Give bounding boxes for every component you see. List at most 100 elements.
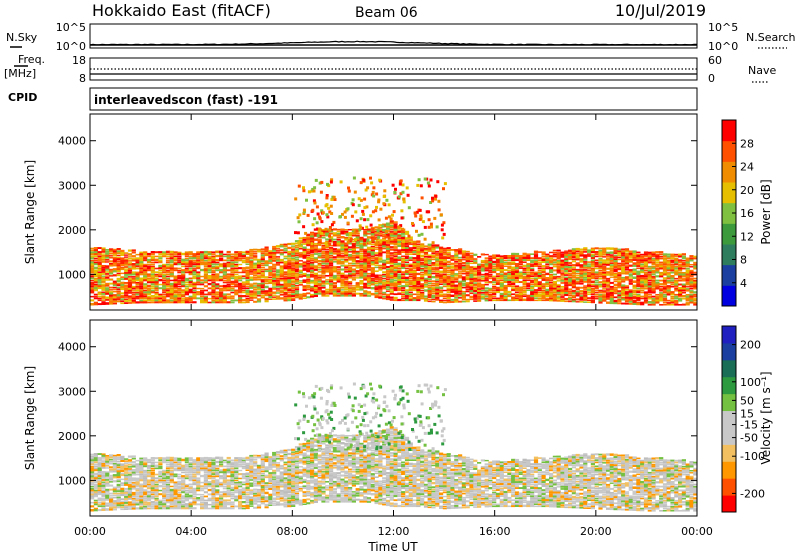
power-cell (446, 251, 451, 253)
power-cell (583, 271, 588, 273)
power-cell (347, 189, 351, 193)
power-cell (450, 281, 455, 283)
y-tick-label: 1000 (58, 268, 86, 281)
power-cell (435, 298, 440, 301)
power-cell (97, 268, 102, 272)
velocity-cell (131, 482, 136, 484)
velocity-cell (192, 482, 197, 486)
power-cell (426, 181, 430, 185)
power-cell (408, 259, 413, 261)
power-cell (651, 253, 656, 256)
velocity-cell (177, 458, 182, 462)
power-cell (332, 290, 337, 293)
power-cell (583, 258, 588, 261)
power-cell (606, 255, 611, 258)
power-cell (427, 293, 432, 297)
power-cell (139, 261, 144, 264)
velocity-cell (93, 503, 98, 506)
power-cell (325, 240, 330, 243)
velocity-cell (150, 483, 155, 486)
power-cell (105, 273, 110, 275)
power-cell (621, 294, 626, 297)
velocity-cell (101, 464, 106, 467)
power-cell (207, 275, 212, 278)
power-cell (230, 262, 235, 266)
power-cell (643, 259, 649, 262)
power-cell (294, 280, 300, 283)
power-cell (306, 296, 311, 299)
velocity-cell (146, 461, 152, 464)
power-cell (643, 275, 649, 278)
velocity-cell (203, 504, 208, 508)
power-cell (613, 272, 618, 275)
power-cell (530, 257, 535, 259)
power-cell (363, 250, 368, 253)
power-cell (336, 274, 341, 277)
power-cell (294, 268, 300, 271)
power-cell (431, 280, 436, 283)
power-cell (507, 280, 512, 284)
velocity-cell (90, 473, 95, 476)
power-cell (408, 285, 413, 288)
colorbar-segment (722, 223, 736, 245)
power-cell (374, 277, 379, 281)
velocity-cell (173, 499, 178, 502)
power-cell (192, 263, 197, 266)
power-cell (427, 289, 432, 293)
power-cell (621, 269, 626, 273)
power-cell (404, 246, 410, 249)
power-cell (397, 285, 402, 287)
power-cell (594, 253, 599, 256)
power-cell (169, 287, 174, 290)
power-cell (431, 199, 435, 203)
power-cell (356, 241, 360, 245)
power-cell (571, 289, 576, 293)
power-cell (382, 275, 387, 278)
power-cell (560, 296, 565, 298)
power-cell (344, 260, 349, 263)
power-cell (264, 254, 269, 257)
power-cell (533, 256, 539, 259)
power-cell (382, 261, 387, 264)
power-cell (655, 265, 660, 268)
velocity-cell (97, 498, 102, 502)
power-cell (131, 293, 136, 296)
power-cell (518, 272, 523, 275)
power-cell (370, 255, 375, 258)
power-cell (533, 259, 539, 261)
power-cell (188, 291, 193, 294)
power-cell (336, 238, 341, 241)
power-cell (636, 272, 641, 276)
power-cell (219, 275, 224, 278)
power-cell (306, 263, 311, 267)
power-cell (549, 263, 554, 266)
power-cell (249, 273, 254, 275)
power-cell (336, 241, 341, 245)
power-cell (366, 284, 372, 287)
power-cell (556, 284, 561, 286)
power-cell (617, 265, 622, 269)
power-cell (291, 287, 296, 289)
power-cell (131, 251, 136, 254)
power-cell (325, 279, 330, 281)
power-cell (120, 263, 125, 266)
power-cell (492, 260, 497, 264)
power-cell (480, 264, 485, 266)
power-cell (378, 260, 383, 263)
power-cell (245, 276, 250, 279)
power-cell (127, 295, 133, 298)
power-cell (184, 259, 189, 262)
velocity-cell (143, 469, 148, 472)
power-cell (624, 298, 630, 301)
power-cell (370, 231, 375, 234)
power-cell (613, 288, 618, 291)
power-cell (363, 229, 368, 231)
power-cell (564, 258, 569, 260)
power-cell (429, 222, 433, 226)
power-cell (408, 281, 413, 283)
power-cell (165, 291, 171, 294)
velocity-cell (207, 477, 212, 480)
power-cell (382, 237, 387, 240)
power-cell (541, 286, 546, 290)
power-cell (340, 284, 345, 287)
